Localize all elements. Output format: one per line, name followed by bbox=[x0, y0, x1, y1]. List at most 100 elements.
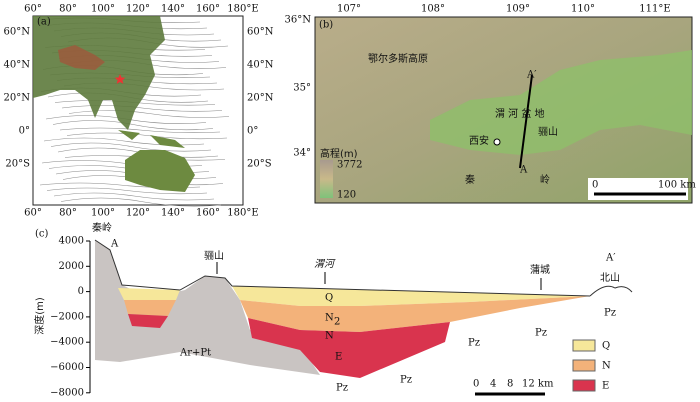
unit-label: Ar+Pt bbox=[179, 348, 211, 359]
tick-label: 107° bbox=[337, 4, 361, 15]
scale-label: 8 bbox=[507, 379, 513, 390]
unit-label: N bbox=[325, 313, 334, 324]
tick-label: 180°E bbox=[227, 4, 258, 15]
unit-q bbox=[232, 286, 590, 306]
islands bbox=[118, 130, 185, 148]
panel-a: (a) 60° 80° 100° 120° 140° 160° 180°E 60° 80° 100… bbox=[4, 4, 274, 219]
legend-swatch bbox=[572, 339, 596, 352]
arrows bbox=[216, 262, 542, 290]
surface bbox=[94, 239, 633, 297]
legend-label: E bbox=[602, 381, 609, 392]
unit-label: Pz bbox=[468, 338, 480, 349]
unit-label: Pz bbox=[400, 375, 412, 386]
place: 北山 bbox=[600, 272, 620, 284]
city bbox=[493, 138, 501, 146]
tick-label: 4000 bbox=[59, 236, 84, 247]
legend-swatch bbox=[572, 379, 596, 392]
section-line bbox=[519, 74, 533, 169]
tick-label: 80° bbox=[59, 4, 77, 15]
place: 秦岭 bbox=[92, 221, 112, 234]
tick-label: 140° bbox=[161, 208, 185, 219]
streamline bbox=[61, 105, 223, 112]
place: 骊山 bbox=[204, 250, 224, 262]
star bbox=[114, 74, 126, 84]
elevation-bar bbox=[320, 160, 333, 198]
tick-label: 120° bbox=[126, 4, 150, 15]
scale-label: 4 bbox=[490, 379, 496, 390]
tick-label: −2000 bbox=[50, 311, 84, 322]
tick-label: 60°N bbox=[247, 27, 274, 38]
unit-label: Pz bbox=[336, 383, 348, 394]
unit-label: E bbox=[335, 352, 342, 363]
unit-label: Q bbox=[325, 293, 333, 304]
tick-label: 160° bbox=[196, 208, 220, 219]
unit-q bbox=[118, 288, 180, 300]
scale-label: 100 km bbox=[658, 180, 696, 191]
streamline bbox=[46, 187, 208, 195]
tick-label: 40°N bbox=[4, 60, 31, 71]
streamline bbox=[59, 127, 221, 133]
unit-e bbox=[128, 314, 168, 328]
scale-label: 0 bbox=[473, 379, 479, 390]
tick-label: 0° bbox=[19, 126, 30, 137]
tick-label: 100° bbox=[91, 208, 115, 219]
tick-label: 180°E bbox=[227, 208, 258, 219]
legend-title: 高程(m) bbox=[320, 147, 358, 160]
streamline bbox=[60, 197, 222, 207]
tick-label: 160° bbox=[196, 4, 220, 15]
place: A bbox=[519, 165, 528, 176]
streamline bbox=[50, 142, 212, 152]
unit-label: Pz bbox=[604, 308, 616, 319]
tick-label: 20°N bbox=[4, 93, 31, 104]
tick-label: 120° bbox=[126, 208, 150, 219]
asia bbox=[33, 16, 165, 130]
place: A bbox=[110, 239, 119, 250]
scale-label: 0 bbox=[592, 180, 598, 191]
tick-label: 0° bbox=[247, 126, 258, 137]
unit-label: Pz bbox=[535, 328, 547, 339]
legend-max: 3772 bbox=[337, 160, 362, 171]
tick-label: 20°S bbox=[247, 159, 272, 170]
tick-label: 34° bbox=[293, 148, 311, 159]
streamline bbox=[52, 120, 214, 131]
tick-label: 60° bbox=[24, 4, 42, 15]
streamline bbox=[53, 192, 215, 201]
panel-label: (a) bbox=[37, 17, 51, 28]
place: 秦 bbox=[465, 173, 475, 186]
tick-label: 35° bbox=[293, 83, 311, 94]
tick-label: 100° bbox=[91, 4, 115, 15]
tick-label: −4000 bbox=[50, 337, 84, 348]
tick-label: 110° bbox=[571, 4, 595, 15]
place: A′ bbox=[526, 70, 537, 81]
unit-label: 2 bbox=[334, 317, 340, 328]
tick-label: 109° bbox=[506, 4, 530, 15]
tick-label: 2000 bbox=[59, 261, 84, 272]
basement bbox=[95, 240, 320, 375]
tick-label: 20°N bbox=[247, 93, 274, 104]
tick-label: 111°E bbox=[639, 4, 670, 15]
legend-label: N bbox=[602, 361, 611, 372]
place: A′ bbox=[605, 253, 616, 264]
australia bbox=[125, 150, 195, 192]
scale-label: 12 km bbox=[522, 379, 554, 390]
panel-c: (c) 深度(m) 秦岭 A 骊山 渭河 蒲城 A′ 北山 Q N 2 N E … bbox=[33, 221, 633, 398]
place: 蒲城 bbox=[530, 263, 550, 276]
place: 鄂尔多斯高原 bbox=[368, 52, 428, 65]
legend-swatch bbox=[572, 359, 596, 372]
place: 岭 bbox=[540, 173, 550, 186]
unit-label: N bbox=[325, 331, 334, 342]
tick-label: 0 bbox=[78, 286, 84, 297]
tick-label: 36°N bbox=[285, 15, 312, 26]
panel-b: (b) 鄂尔多斯高原 渭 河 盆 地 骊山 西安 A′ A 秦 岭 高程(m) … bbox=[285, 4, 696, 204]
y-label: 深度(m) bbox=[33, 297, 46, 335]
legend-min: 120 bbox=[337, 190, 356, 201]
unit-n bbox=[240, 296, 590, 332]
basin bbox=[430, 50, 692, 155]
tick-label: 40°N bbox=[247, 60, 274, 71]
tibet bbox=[58, 45, 105, 70]
place: 西安 bbox=[469, 134, 489, 147]
tick-label: 60° bbox=[24, 208, 42, 219]
tick-label: 20°S bbox=[5, 159, 30, 170]
panel-label: (b) bbox=[319, 20, 333, 31]
